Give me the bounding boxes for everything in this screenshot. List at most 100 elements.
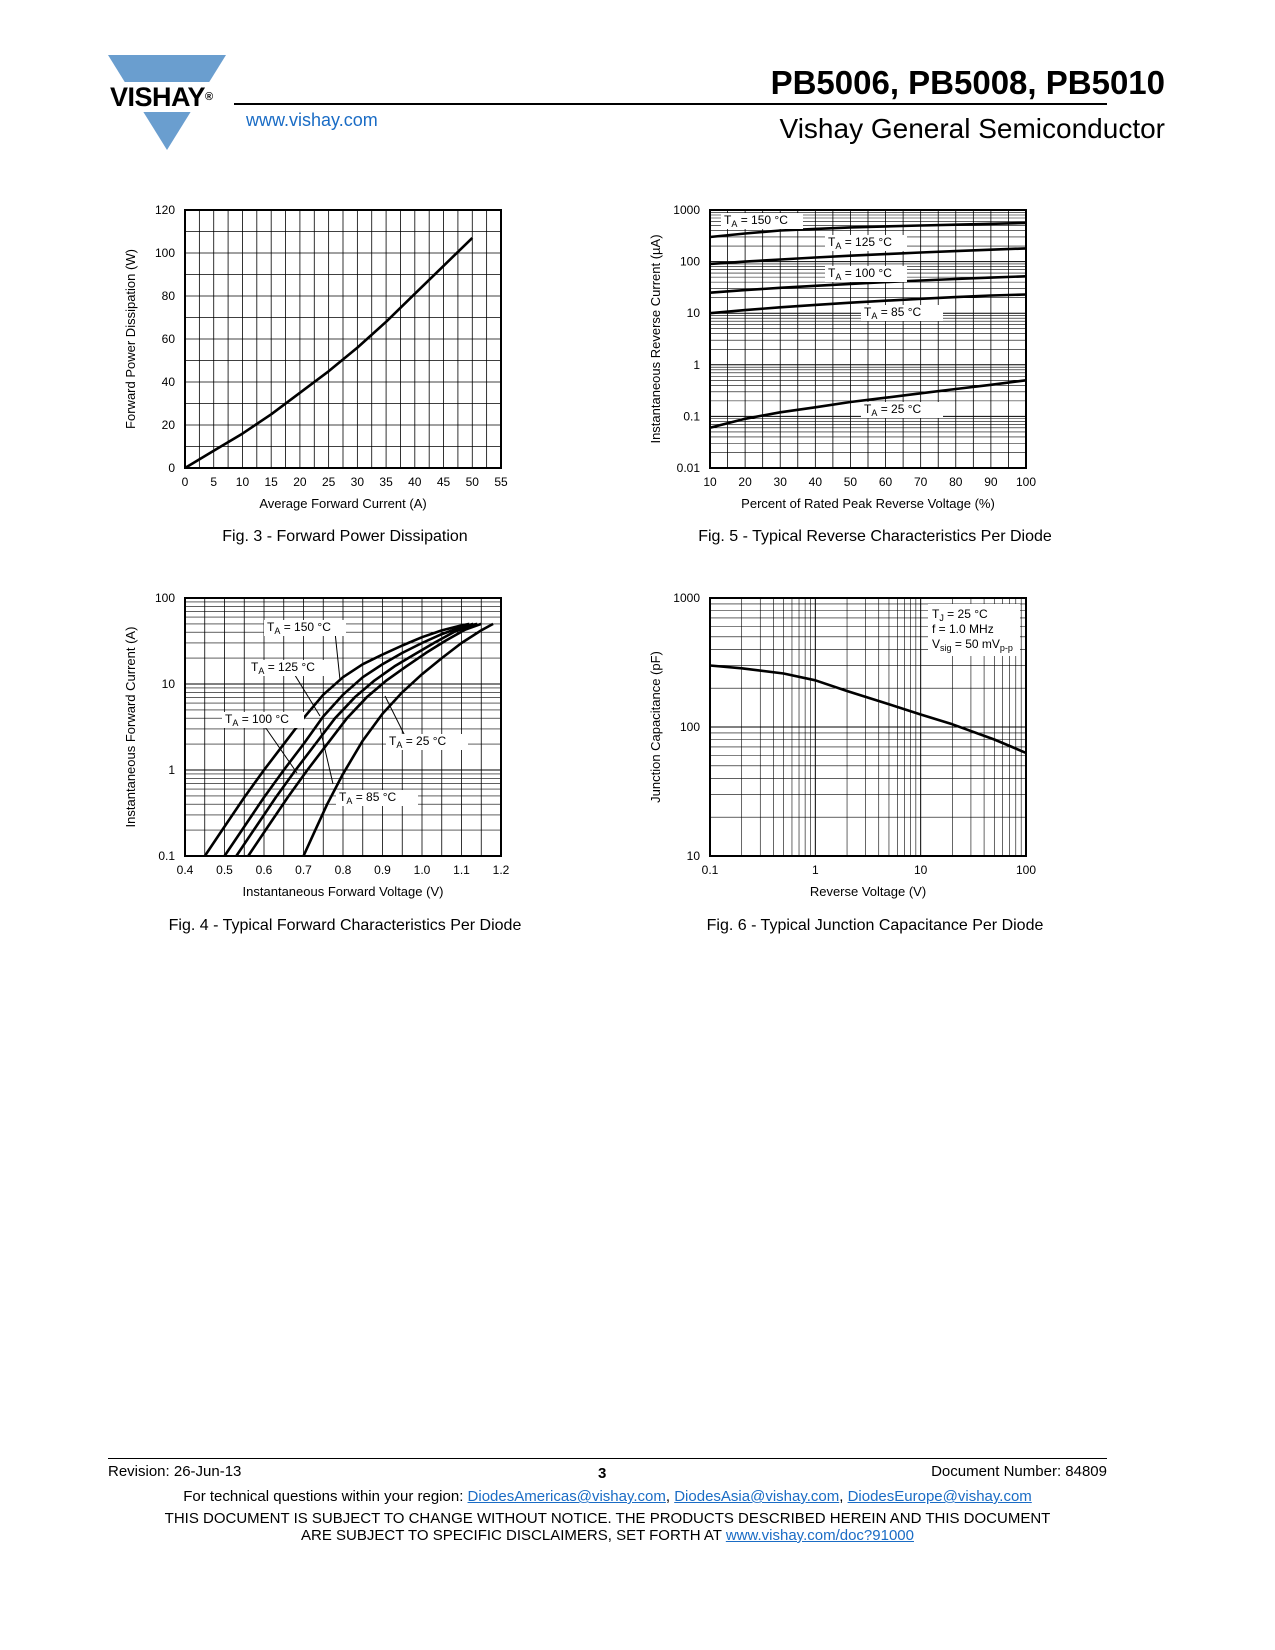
plot-frame xyxy=(184,209,502,469)
x-tick-label: 0.7 xyxy=(295,863,312,877)
fig4-caption: Fig. 4 - Typical Forward Characteristics… xyxy=(168,917,522,934)
y-tick-label: 0.01 xyxy=(677,461,701,475)
plot-frame xyxy=(709,209,1027,469)
x-tick-label: 100 xyxy=(1016,863,1036,877)
x-tick-label: 80 xyxy=(949,475,963,489)
x-tick-label: 60 xyxy=(879,475,893,489)
x-tick-label: 5 xyxy=(210,475,217,489)
leader-line xyxy=(334,631,341,681)
y-tick-label: 1000 xyxy=(673,591,700,605)
series-label-85c: TA = 85 °C xyxy=(339,790,397,806)
series-line xyxy=(709,275,1027,294)
x-tick-label: 15 xyxy=(265,475,279,489)
series-line xyxy=(184,236,474,470)
separator: , xyxy=(839,1488,848,1505)
y-axis-label: Instantaneous Reverse Current (µA) xyxy=(648,234,663,443)
label-background xyxy=(861,305,943,321)
page-title: PB5006, PB5008, PB5010 xyxy=(770,64,1165,101)
x-tick-label: 30 xyxy=(774,475,788,489)
x-tick-label: 10 xyxy=(236,475,250,489)
x-tick-label: 20 xyxy=(293,475,307,489)
email-europe-link[interactable]: DiodesEurope@vishay.com xyxy=(847,1488,1032,1505)
label-background xyxy=(222,712,304,728)
label-background xyxy=(264,620,346,636)
y-axis-label: Instantaneous Forward Current (A) xyxy=(123,627,138,828)
series-line xyxy=(709,379,1027,430)
x-tick-label: 1.1 xyxy=(453,863,470,877)
x-tick-label: 35 xyxy=(379,475,393,489)
series-line xyxy=(203,622,470,857)
x-tick-label: 40 xyxy=(408,475,422,489)
x-tick-label: 1 xyxy=(812,863,819,877)
disclaimer-prefix: ARE SUBJECT TO SPECIFIC DISCLAIMERS, SET… xyxy=(301,1527,726,1544)
fig5-caption: Fig. 5 - Typical Reverse Characteristics… xyxy=(698,528,1052,545)
disclaimer-line-2: ARE SUBJECT TO SPECIFIC DISCLAIMERS, SET… xyxy=(0,1527,1215,1544)
website-link[interactable]: www.vishay.com xyxy=(246,110,378,130)
separator: , xyxy=(665,1488,675,1505)
x-tick-label: 0 xyxy=(182,475,189,489)
x-axis-label: Reverse Voltage (V) xyxy=(810,884,926,899)
y-axis-label: Forward Power Dissipation (W) xyxy=(123,249,138,429)
fig6-caption: Fig. 6 - Typical Junction Capacitance Pe… xyxy=(706,917,1044,934)
x-tick-label: 30 xyxy=(351,475,365,489)
fig4-chart: 0.4 0.5 0.6 0.7 0.8 0.9 1.0 1.1 1.2 0.1 1 10 100 Inst… xyxy=(123,591,510,899)
series-line xyxy=(247,622,482,857)
series-line xyxy=(709,664,1027,755)
x-tick-label: 20 xyxy=(738,475,752,489)
series-label-150c: TA = 150 °C xyxy=(267,620,331,636)
label-background xyxy=(336,790,418,806)
label-background xyxy=(825,266,907,282)
y-tick-label: 1 xyxy=(693,358,700,372)
legend-tj: TJ = 25 °C xyxy=(932,607,988,623)
leader-line xyxy=(319,727,334,785)
revision-date: Revision: 26-Jun-13 xyxy=(108,1463,242,1480)
header-rule xyxy=(234,103,1107,105)
x-tick-label: 55 xyxy=(494,475,508,489)
y-tick-label: 0.1 xyxy=(683,409,700,423)
x-tick-label: 0.5 xyxy=(216,863,233,877)
questions-prefix: For technical questions within your regi… xyxy=(183,1488,468,1505)
email-americas-link[interactable]: DiodesAmericas@vishay.com xyxy=(467,1488,666,1505)
disclaimer-link[interactable]: www.vishay.com/doc?91000 xyxy=(725,1527,914,1544)
fig3-caption: Fig. 3 - Forward Power Dissipation xyxy=(222,528,468,545)
series-label-125c: TA = 125 °C xyxy=(251,660,315,676)
x-tick-label: 10 xyxy=(703,475,717,489)
y-tick-label: 100 xyxy=(680,720,700,734)
x-tick-label: 1.2 xyxy=(493,863,510,877)
series-label-150c: TA = 150 °C xyxy=(724,213,788,229)
logo-trademark: ® xyxy=(205,91,213,103)
series-label-100c: TA = 100 °C xyxy=(828,266,892,282)
fig5-chart: 10 20 30 40 50 60 70 80 90 100 0.01 0.1 1 10 100 1000 Pe… xyxy=(648,203,1036,511)
series-label-25c: TA = 25 °C xyxy=(864,402,922,418)
y-tick-label: 1000 xyxy=(673,203,700,217)
x-tick-label: 45 xyxy=(437,475,451,489)
label-background xyxy=(825,235,907,251)
vishay-logo: VISHAY® xyxy=(108,55,228,153)
series-line xyxy=(709,247,1027,266)
x-tick-label: 0.9 xyxy=(374,863,391,877)
technical-questions: For technical questions within your regi… xyxy=(0,1488,1215,1505)
legend-frequency: f = 1.0 MHz xyxy=(932,622,994,636)
legend-vsig: Vsig = 50 mVp-p xyxy=(932,637,1013,653)
y-tick-label: 60 xyxy=(162,332,176,346)
y-tick-label: 20 xyxy=(162,418,176,432)
y-tick-label: 100 xyxy=(680,255,700,269)
plot-frame xyxy=(184,597,502,857)
label-background xyxy=(721,213,803,229)
x-axis-label: Percent of Rated Peak Reverse Voltage (%… xyxy=(741,496,995,511)
x-tick-label: 70 xyxy=(914,475,928,489)
email-asia-link[interactable]: DiodesAsia@vishay.com xyxy=(674,1488,840,1505)
leader-line xyxy=(262,723,298,774)
y-tick-label: 100 xyxy=(155,591,175,605)
fig3-chart: 0 5 10 15 20 25 30 35 40 45 50 55 0 20 40 60 80 100 120 Ave… xyxy=(123,203,508,511)
series-label-125c: TA = 125 °C xyxy=(828,235,892,251)
series-line xyxy=(709,293,1027,315)
series-label-100c: TA = 100 °C xyxy=(225,712,289,728)
x-tick-label: 0.1 xyxy=(702,863,719,877)
document-number: Document Number: 84809 xyxy=(931,1463,1107,1480)
x-tick-label: 25 xyxy=(322,475,336,489)
logo-brand-text: VISHAY xyxy=(110,82,206,112)
series-label-85c: TA = 85 °C xyxy=(864,305,922,321)
x-tick-label: 0.4 xyxy=(177,863,194,877)
y-tick-label: 120 xyxy=(155,203,175,217)
